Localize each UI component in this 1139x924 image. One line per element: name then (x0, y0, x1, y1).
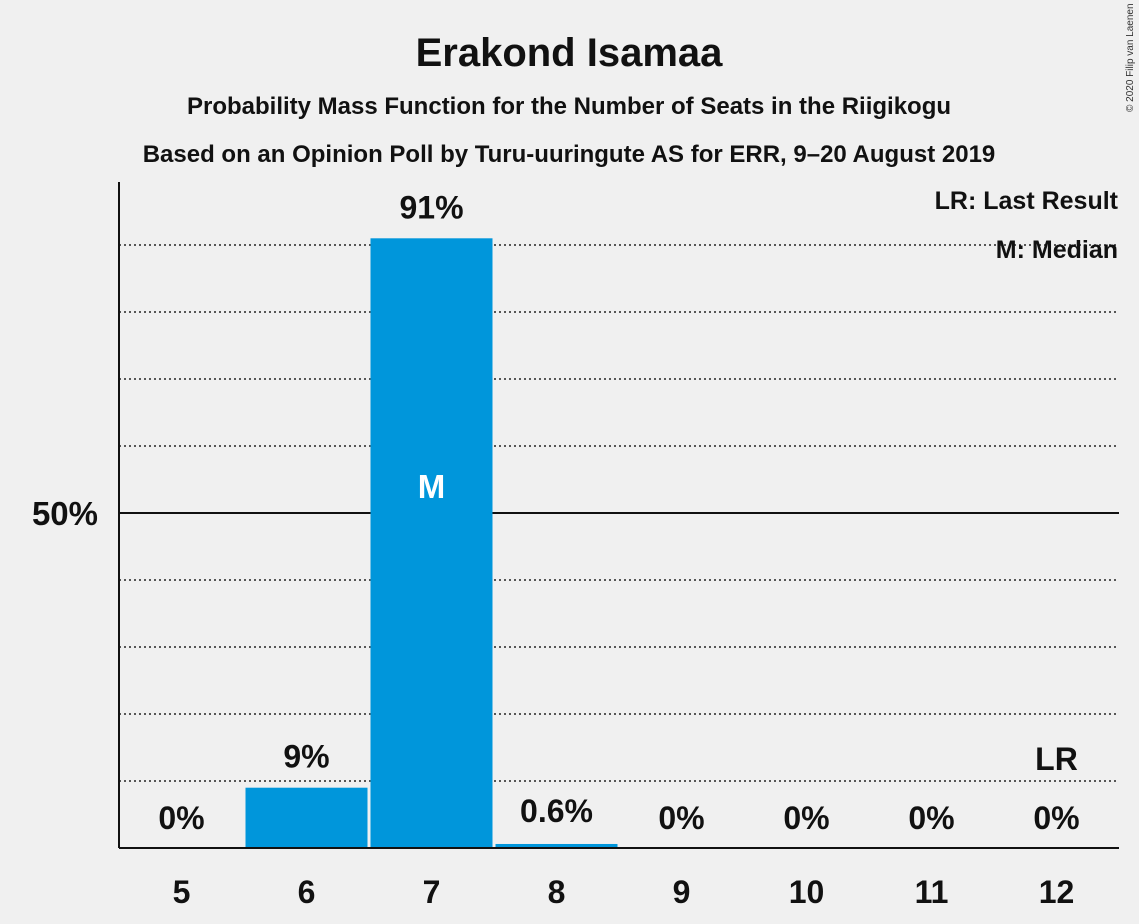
gridlines (119, 244, 1119, 782)
data-label-7: 91% (399, 189, 463, 225)
last-result-marker: LR (1035, 741, 1078, 777)
legend-last-result: LR: Last Result (935, 187, 1119, 215)
copyright-note: © 2020 Filip van Laenen (1125, 3, 1136, 112)
data-label-9: 0% (658, 800, 704, 836)
data-label-10: 0% (783, 800, 829, 836)
data-label-8: 0.6% (520, 793, 593, 829)
x-tick-11: 11 (915, 874, 949, 910)
legend-median: M: Median (996, 236, 1118, 264)
data-label-11: 0% (908, 800, 954, 836)
chart-title: Erakond Isamaa (416, 31, 724, 75)
bar-6 (245, 787, 368, 848)
median-marker: M (418, 468, 446, 505)
bar-7 (370, 238, 493, 849)
data-label-12: 0% (1033, 800, 1079, 836)
x-tick-labels: 5 6 7 8 9 10 11 12 (173, 874, 1075, 910)
data-label-6: 9% (283, 739, 329, 775)
x-tick-6: 6 (298, 874, 316, 910)
bars (245, 238, 618, 849)
x-tick-10: 10 (789, 874, 825, 910)
x-tick-8: 8 (548, 874, 566, 910)
bar-8 (495, 843, 618, 848)
data-label-5: 0% (158, 800, 204, 836)
chart-subtitle-source: Based on an Opinion Poll by Turu-uuringu… (143, 141, 996, 168)
y-tick-label-50: 50% (32, 495, 98, 532)
x-tick-12: 12 (1039, 874, 1075, 910)
x-tick-5: 5 (173, 874, 191, 910)
x-tick-9: 9 (673, 874, 691, 910)
data-labels: 0% 9% 91% M 0.6% 0% 0% 0% 0% LR (158, 189, 1079, 836)
x-tick-7: 7 (423, 874, 441, 910)
chart-subtitle: Probability Mass Function for the Number… (187, 93, 951, 120)
